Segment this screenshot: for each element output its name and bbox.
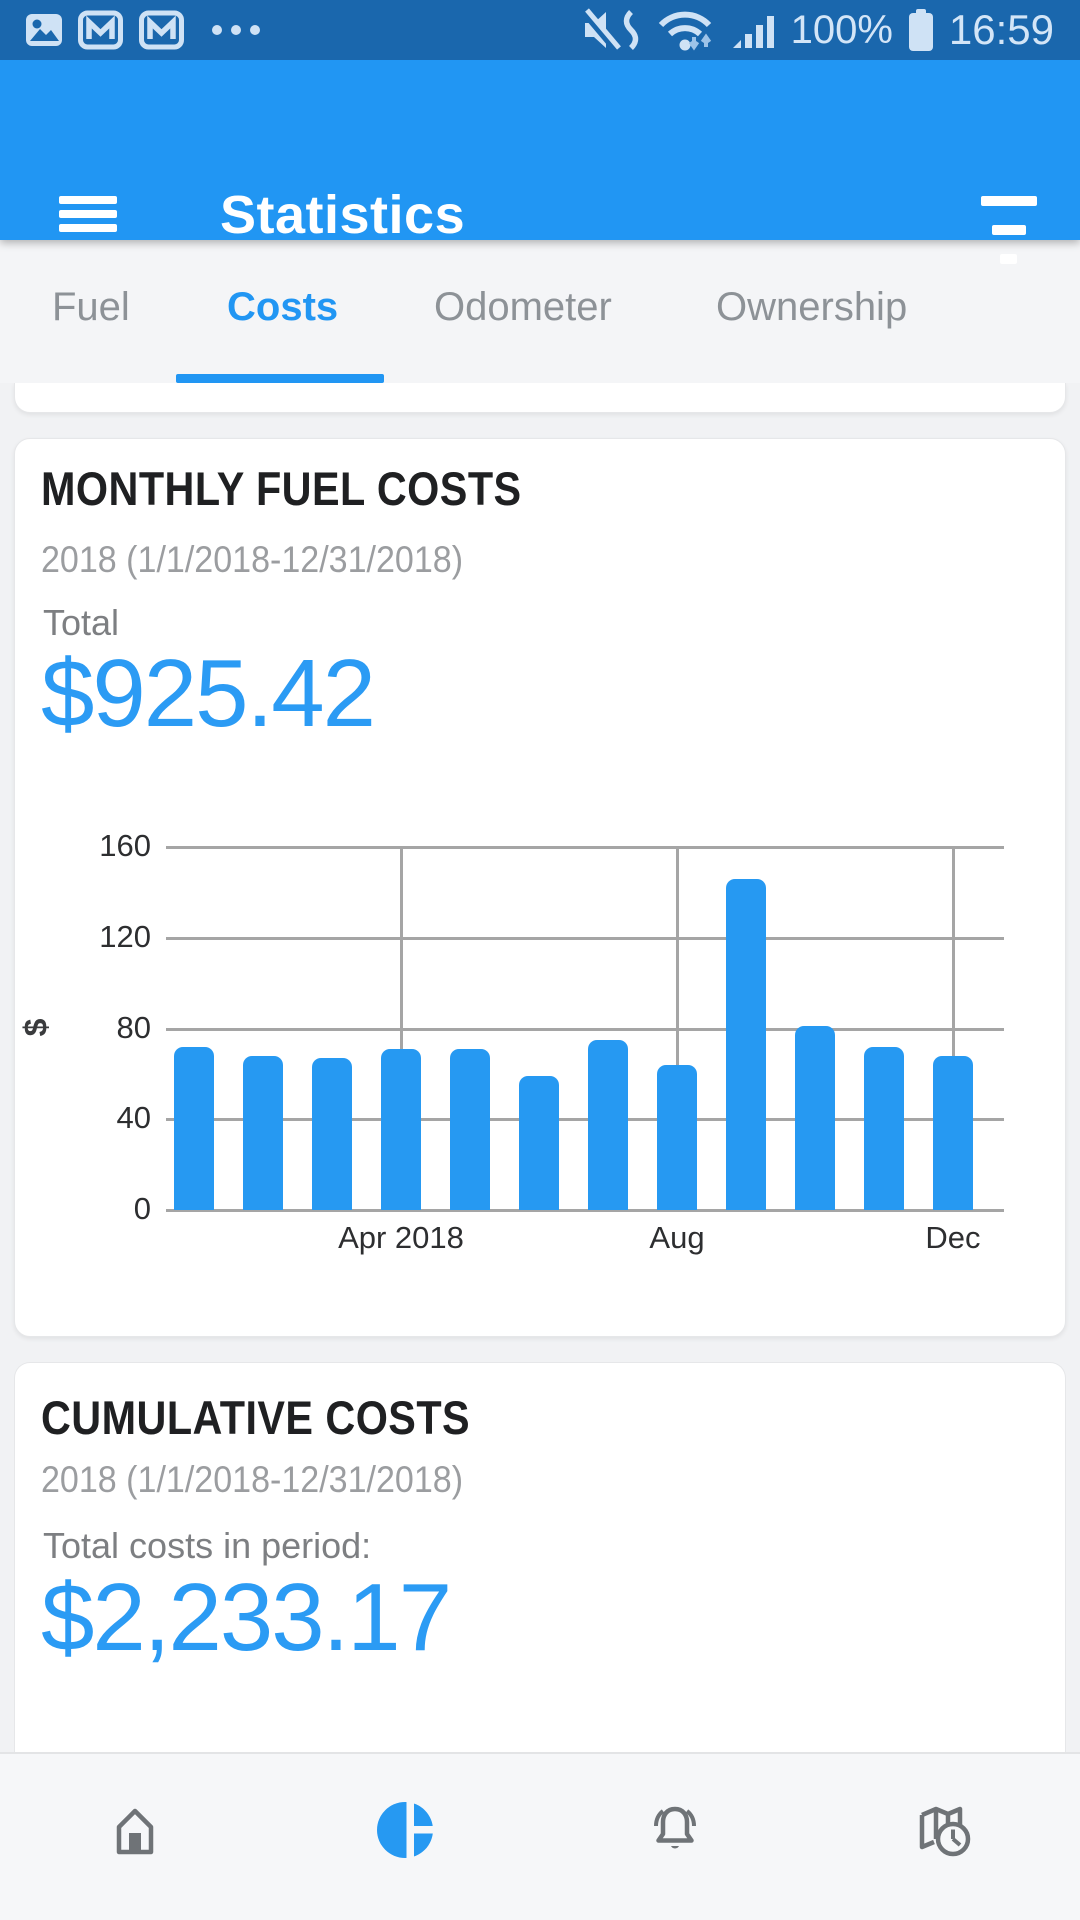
signal-icon xyxy=(731,10,777,50)
gmail-icon xyxy=(139,10,184,50)
card-title: CUMULATIVE COSTS xyxy=(41,1391,471,1444)
y-tick-label: 120 xyxy=(99,919,151,954)
gallery-icon xyxy=(26,14,62,46)
map-clock-icon xyxy=(914,1801,976,1859)
gridline-x-Dec xyxy=(952,847,955,1210)
status-bar: 100% 16:59 xyxy=(0,0,1080,60)
card-title: MONTHLY FUEL COSTS xyxy=(41,462,522,515)
card-period: 2018 (1/1/2018-12/31/2018) xyxy=(41,1459,464,1500)
total-amount: $925.42 xyxy=(41,640,376,747)
status-bar-system: 100% 16:59 xyxy=(567,0,1054,60)
total-label: Total costs in period: xyxy=(43,1525,372,1566)
tab-costs[interactable]: Costs xyxy=(227,285,339,329)
chart-bar-Dec[interactable] xyxy=(933,1055,973,1210)
tab-odometer[interactable]: Odometer xyxy=(434,285,612,329)
gridline-y-160 xyxy=(166,846,1004,849)
gridline-x-Aug xyxy=(676,847,679,1210)
status-bar-notifications xyxy=(26,0,278,60)
chart-bar-Apr[interactable] xyxy=(381,1048,421,1210)
filter-icon[interactable] xyxy=(961,178,1057,274)
total-label: Total xyxy=(43,602,120,643)
tab-ownership[interactable]: Ownership xyxy=(716,285,908,329)
nav-reminders[interactable] xyxy=(540,1754,810,1920)
tab-fuel[interactable]: Fuel xyxy=(52,285,130,329)
chart-bar-May[interactable] xyxy=(450,1048,490,1210)
monthly-fuel-costs-card: MONTHLY FUEL COSTS 2018 (1/1/2018-12/31/… xyxy=(14,438,1066,1337)
app-bar: Statistics xyxy=(0,60,1080,264)
chart-bar-Sep[interactable] xyxy=(726,878,766,1210)
page-title: Statistics xyxy=(220,185,466,245)
battery-icon xyxy=(907,9,935,51)
chart-bar-Jan[interactable] xyxy=(174,1046,214,1210)
battery-percent: 100% xyxy=(790,7,893,52)
chart-bar-Jun[interactable] xyxy=(519,1076,559,1210)
gridline-y-0 xyxy=(166,1209,1004,1212)
nav-timeline-map[interactable] xyxy=(810,1754,1080,1920)
home-icon xyxy=(106,1801,164,1859)
bottom-navigation xyxy=(0,1752,1080,1920)
chart-bar-Feb[interactable] xyxy=(243,1055,283,1210)
y-tick-label: 80 xyxy=(116,1010,151,1045)
chart-bar-Oct[interactable] xyxy=(795,1026,835,1210)
menu-icon[interactable] xyxy=(46,178,132,254)
gridline-x-Apr 2018 xyxy=(400,847,403,1210)
card-period: 2018 (1/1/2018-12/31/2018) xyxy=(41,539,464,580)
y-tick-label: 40 xyxy=(116,1100,151,1135)
x-tick-label: Dec xyxy=(925,1220,981,1255)
mute-vibrate-icon xyxy=(580,8,643,52)
wifi-icon xyxy=(657,7,717,53)
clock: 16:59 xyxy=(948,6,1054,53)
previous-card-bottom xyxy=(14,383,1066,413)
active-tab-indicator xyxy=(176,374,384,383)
tab-bar: Fuel Costs Odometer Ownership xyxy=(0,240,1080,383)
y-axis-title: $ xyxy=(17,1018,54,1037)
chart-bar-Mar[interactable] xyxy=(312,1057,352,1210)
cumulative-costs-card: CUMULATIVE COSTS 2018 (1/1/2018-12/31/20… xyxy=(14,1362,1066,1752)
gridline-y-80 xyxy=(166,1028,1004,1031)
x-tick-label: Apr 2018 xyxy=(338,1220,464,1255)
pie-chart-icon xyxy=(375,1800,435,1860)
more-notifications-icon xyxy=(210,23,262,37)
nav-statistics[interactable] xyxy=(270,1754,540,1920)
chart-bar-Nov[interactable] xyxy=(864,1046,904,1210)
gmail-icon xyxy=(78,10,123,50)
gridline-y-40 xyxy=(166,1118,1004,1121)
nav-home[interactable] xyxy=(0,1754,270,1920)
total-amount: $2,233.17 xyxy=(41,1564,452,1671)
monthly-costs-bar-chart: 0 40 80 120 160 Apr 2018 Aug Dec $ xyxy=(15,439,1067,1338)
chart-bar-Aug[interactable] xyxy=(657,1064,697,1210)
chart-bar-Jul[interactable] xyxy=(588,1039,628,1210)
bell-icon xyxy=(645,1800,705,1860)
x-tick-label: Aug xyxy=(649,1220,705,1255)
scroll-content[interactable]: MONTHLY FUEL COSTS 2018 (1/1/2018-12/31/… xyxy=(0,383,1080,1752)
y-tick-label: 0 xyxy=(133,1191,151,1226)
y-tick-label: 160 xyxy=(99,828,151,863)
gridline-y-120 xyxy=(166,937,1004,940)
